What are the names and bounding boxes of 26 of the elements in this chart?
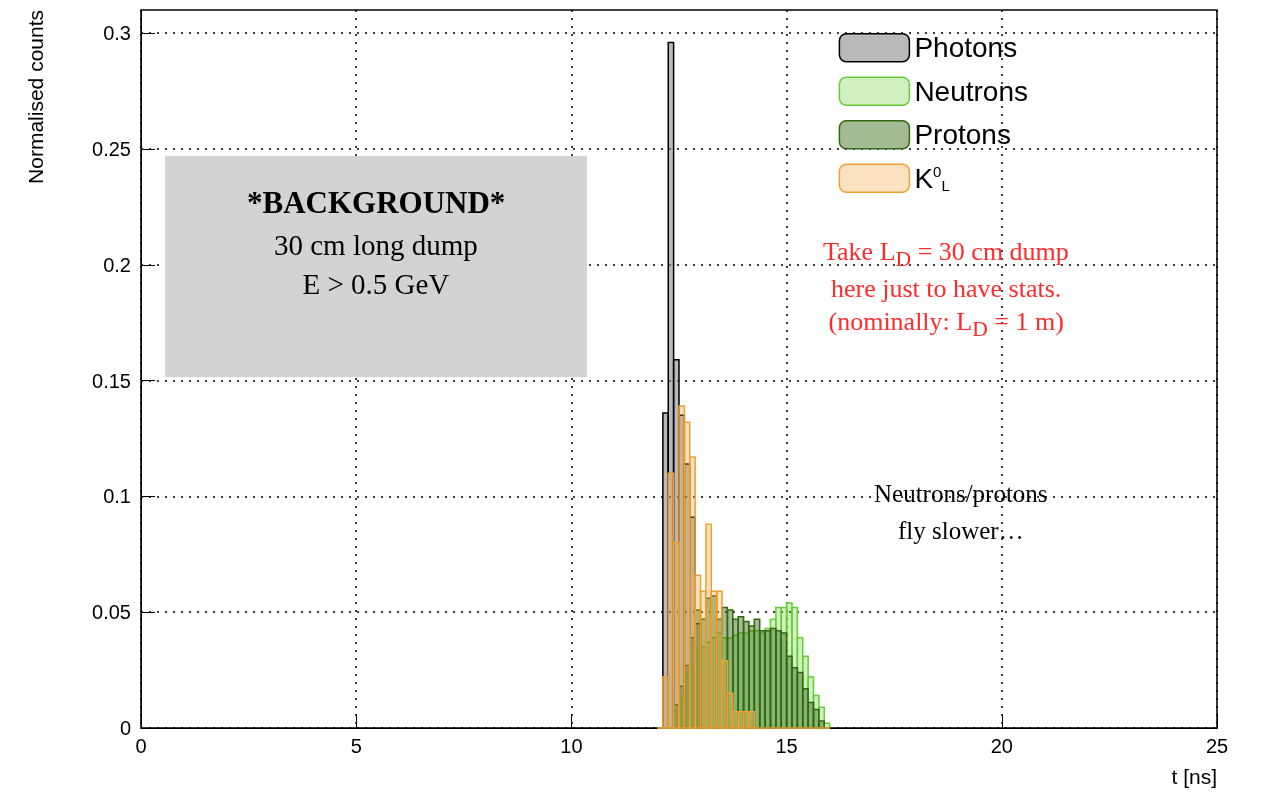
y-tick-label: 0.1 <box>103 485 131 508</box>
x-tick-label: 10 <box>560 735 583 757</box>
legend-label: Neutrons <box>914 75 1029 107</box>
annotation: (nominally: L$_{D}$ = 1 m) <box>828 306 1064 342</box>
annotation: here just to have stats. <box>831 274 1062 304</box>
x-tick-label: 25 <box>1205 735 1229 757</box>
x-tick-label: 20 <box>990 735 1013 757</box>
legend-label: Photons <box>914 32 1018 64</box>
y-tick-label: 0.05 <box>92 601 131 624</box>
x-axis-title: t [ns] <box>1171 765 1217 788</box>
annotation: Neutrons/protons <box>874 480 1048 508</box>
x-tick-label: 0 <box>135 735 147 757</box>
y-tick-label: 0.2 <box>103 253 131 276</box>
y-tick-label: 0.3 <box>103 22 131 45</box>
annotation: fly slower… <box>898 517 1024 545</box>
annotation: Take L$_{D}$ = 30 cm dump <box>823 236 1069 272</box>
y-tick-label: 0 <box>119 717 131 739</box>
x-tick-label: 15 <box>775 735 798 757</box>
annotation: 30 cm long dump <box>274 228 478 262</box>
annotation: *BACKGROUND* <box>247 185 506 221</box>
y-tick-label: 0.25 <box>92 137 131 160</box>
y-axis-title: Normalised counts <box>24 10 47 184</box>
x-tick-label: 5 <box>350 735 362 757</box>
annotation: E > 0.5 GeV <box>302 267 450 301</box>
legend-label: Protons <box>914 119 1011 151</box>
y-tick-label: 0.15 <box>92 369 131 392</box>
